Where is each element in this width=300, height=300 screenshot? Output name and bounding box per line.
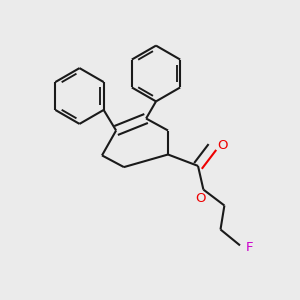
Text: O: O [195,192,206,205]
Text: O: O [217,139,227,152]
Text: F: F [245,241,253,254]
